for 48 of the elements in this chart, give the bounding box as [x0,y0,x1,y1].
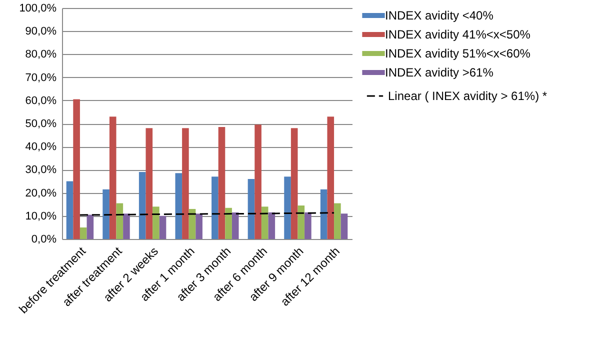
bar [212,176,218,239]
bar [261,206,268,239]
bar [290,128,298,239]
bar [320,189,328,239]
bar [73,99,80,239]
bar [284,176,291,239]
y-tick-label: 70,0% [25,72,57,84]
bar [327,116,334,239]
y-tick-label: 40,0% [25,141,57,154]
y-tick-label: 60,0% [25,94,57,107]
bar [225,208,232,239]
bar [298,206,305,239]
y-tick-label: 100,0% [19,2,57,14]
legend-label: INDEX avidity 51%<x<60% [385,46,531,60]
bar [80,227,87,239]
bar [109,116,116,239]
y-tick-label: 90,0% [25,26,57,38]
bar [146,128,153,239]
bar [66,181,74,239]
bar [248,178,255,239]
legend-label: INDEX avidity >61% [385,66,494,80]
bar [102,189,110,239]
bar [175,173,182,239]
bar [123,214,130,239]
bar [334,203,341,239]
legend-label: INDEX avidity 41%<x<50% [385,28,531,42]
bar [254,124,262,239]
bar [138,172,146,239]
bar [196,214,202,239]
bar [182,128,189,239]
y-tick-label: 80,0% [25,48,57,61]
bar [152,206,160,239]
legend-label: INDEX avidity <40% [385,8,494,22]
bar [268,212,276,239]
y-tick-label: 20,0% [25,187,57,200]
bar [86,214,94,239]
bar [116,203,124,239]
y-tick-label: 0,0% [31,234,57,246]
bar [218,126,226,239]
bar [340,214,348,239]
y-tick-label: 10,0% [25,210,57,222]
bar [159,216,166,239]
legend-label: Linear ( INEX avidity > 61%) * [388,89,548,103]
y-tick-label: 50,0% [25,118,57,130]
bar [188,208,196,239]
bar [304,212,312,239]
bar [232,212,239,239]
y-tick-label: 30,0% [25,164,57,176]
